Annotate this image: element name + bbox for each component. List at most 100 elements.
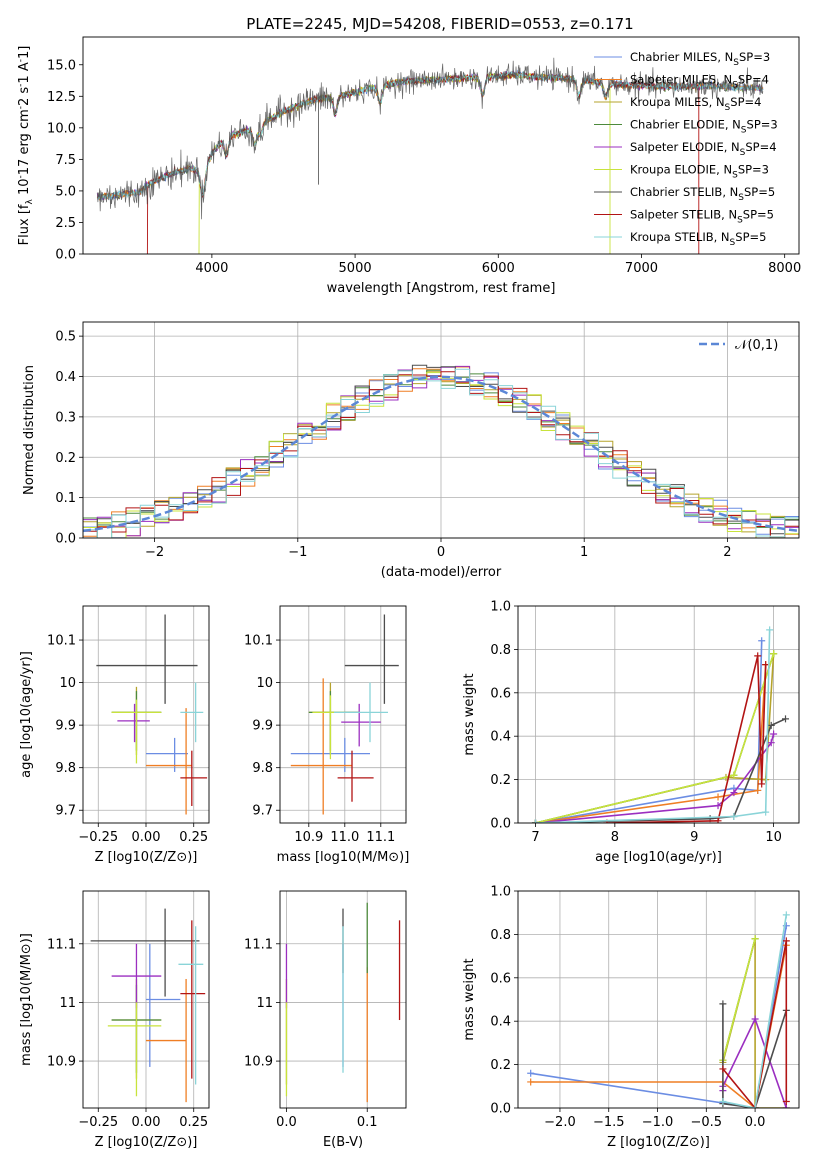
- massweight-marker-8: [782, 911, 790, 919]
- y-axis-label: mass weight: [462, 673, 477, 755]
- label-part: 17 erg cm: [17, 109, 32, 175]
- massweight-marker-7: [754, 652, 762, 660]
- y-tick-label: 11: [256, 996, 273, 1011]
- massweight-marker-6: [767, 721, 775, 729]
- x-tick-label: −0.25: [78, 830, 118, 845]
- massweight-marker-7: [719, 1065, 727, 1073]
- legend-label: Kroupa STELIB, NS​SP=5: [630, 230, 766, 248]
- y-tick-label: 0.2: [490, 1058, 511, 1073]
- chart-spectrum: 4000 5000 6000 7000 8000 0.0 2.5 5.0 7.5 10.0 12.5…: [16, 36, 801, 296]
- model-spectrum-3: [97, 71, 764, 200]
- massweight-marker-0: [527, 1069, 535, 1077]
- label-part: 9.8: [55, 761, 76, 776]
- label-part: wavelength [Angstrom, rest frame]: [327, 281, 556, 296]
- axes-frame: [82, 36, 800, 255]
- axes-frame: [279, 890, 407, 1109]
- x-tick-label: −1.0: [642, 1115, 674, 1130]
- x-tick-label: 2: [723, 545, 731, 560]
- massweight-marker-6: [782, 715, 790, 723]
- label-part: 11: [256, 996, 273, 1011]
- label-script: -: [16, 84, 26, 87]
- label-script: -: [16, 59, 26, 62]
- label-part: 0.25: [179, 1115, 208, 1130]
- label-part: SP=3: [738, 163, 769, 177]
- label-part: 10.0: [47, 121, 76, 136]
- chart-age_vs_Z: −0.25 0.00 0.25 9.7 9.8 9.9 10 10.1 Z [log10(Z/Z…: [19, 605, 210, 865]
- x-axis-label: Z [log10(Z/Z⊙)]: [607, 1135, 710, 1150]
- y-tick-label: 9.7: [252, 804, 273, 819]
- massweight-marker-4: [767, 739, 775, 747]
- x-tick-label: 0.0: [276, 1115, 297, 1130]
- massweight-marker-7: [782, 937, 790, 945]
- massweight-marker-7: [782, 1097, 790, 1105]
- label-part: 5000: [339, 261, 372, 276]
- massweight-line-8: [535, 629, 771, 823]
- label-part: −1: [288, 545, 307, 560]
- axes-frame: [82, 605, 210, 824]
- y-tick-label: 0.3: [55, 410, 76, 425]
- label-part: 0: [437, 545, 445, 560]
- y-tick-label: 10.0: [47, 121, 76, 136]
- label-part: 9.7: [252, 804, 273, 819]
- massweight-marker-4: [782, 1104, 790, 1108]
- massweight-marker-8: [766, 626, 774, 634]
- legend-label: Chabrier STELIB, NS​SP=5: [630, 185, 775, 203]
- label-part: 4000: [195, 261, 228, 276]
- label-part: 15.0: [47, 58, 76, 73]
- y-tick-label: 0.2: [55, 451, 76, 466]
- label-part: Z [log10(Z/Z⊙)]: [95, 850, 198, 865]
- plot-area-mass_vs_EBV: [285, 902, 401, 1103]
- label-part: 11.0: [330, 830, 359, 845]
- x-tick-label: 11.1: [366, 830, 395, 845]
- label-part: 10: [59, 676, 76, 691]
- y-tick-label: 0.0: [55, 248, 76, 263]
- x-tick-label: 0.25: [179, 830, 208, 845]
- massweight-line-7: [722, 940, 788, 1108]
- label-script: S: [740, 148, 746, 158]
- y-tick-label: 9.8: [55, 761, 76, 776]
- label-part: 0.4: [55, 370, 76, 385]
- label-part: 7.5: [55, 153, 76, 168]
- label-script: -: [16, 106, 26, 109]
- legend-label: Kroupa ELODIE, NS​SP=3: [630, 163, 769, 181]
- axes-frame: [82, 890, 210, 1109]
- label-part: SP=5: [735, 230, 766, 244]
- legend: Chabrier MILES, NS​SP=3 Salpeter MILES, N…: [594, 50, 778, 248]
- label-part: −2.0: [544, 1115, 576, 1130]
- legend-label: Kroupa MILES, NS​SP=4: [630, 95, 761, 113]
- axes-frame: [279, 605, 407, 824]
- label-part: 11.1: [47, 937, 76, 952]
- x-tick-label: 7000: [625, 261, 658, 276]
- x-tick-label: 10.9: [294, 830, 323, 845]
- x-axis-label: Z [log10(Z/Z⊙)]: [95, 1135, 198, 1150]
- massweight-marker-1: [527, 1078, 535, 1086]
- label-part: 9.7: [55, 804, 76, 819]
- model-spectrum-2: [96, 70, 764, 200]
- label-script: S: [730, 238, 736, 248]
- label-part: mass [log10(M/M⊙)]: [19, 933, 34, 1066]
- x-tick-label: −1.5: [593, 1115, 625, 1130]
- label-part: 10.9: [47, 1055, 76, 1070]
- massweight-marker-8: [719, 1097, 727, 1105]
- label-part: 8: [611, 830, 619, 845]
- legend-label: Salpeter ELODIE, NS​SP=4: [630, 140, 777, 158]
- x-tick-label: 4000: [195, 261, 228, 276]
- label-script: S: [732, 171, 738, 181]
- label-part: SP=3: [747, 118, 778, 132]
- massweight-marker-1: [714, 793, 722, 801]
- axes-frame: [517, 890, 800, 1109]
- label-part: 0.0: [55, 248, 76, 263]
- massweight-line-8: [722, 914, 788, 1108]
- label-script: S: [741, 126, 747, 136]
- y-axis-label: mass [log10(M/M⊙)]: [19, 933, 34, 1066]
- plot-area-spectrum: [96, 57, 764, 254]
- label-part: E(B-V): [323, 1135, 363, 1150]
- label-part: Salpeter ELODIE, N: [630, 140, 740, 154]
- axes-frame: [82, 321, 800, 539]
- label-part: Flux [f: [17, 204, 32, 245]
- massweight-marker-5: [730, 771, 738, 779]
- label-part: 5.0: [55, 184, 76, 199]
- y-tick-label: 1.0: [490, 885, 511, 900]
- label-part: 7000: [625, 261, 658, 276]
- label-part: 0.4: [490, 730, 511, 745]
